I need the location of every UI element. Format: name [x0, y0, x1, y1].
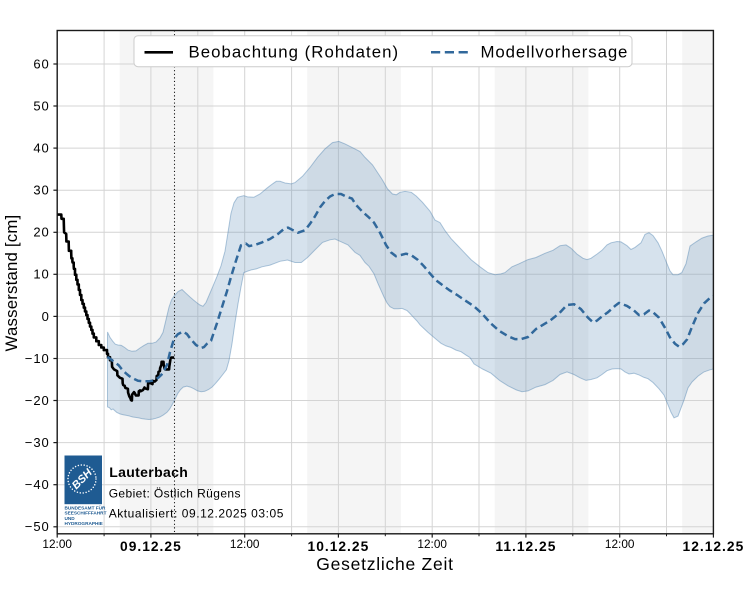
svg-text:12:00: 12:00 — [605, 537, 635, 551]
svg-text:12:00: 12:00 — [42, 537, 72, 551]
svg-text:30: 30 — [33, 183, 49, 198]
svg-text:BUNDESAMT FÜR: BUNDESAMT FÜR — [65, 504, 106, 510]
svg-text:Wasserstand [cm]: Wasserstand [cm] — [2, 215, 21, 352]
svg-text:Gesetzliche Zeit: Gesetzliche Zeit — [316, 554, 453, 574]
svg-text:20: 20 — [33, 225, 49, 240]
svg-text:−40: −40 — [25, 477, 50, 492]
svg-text:−20: −20 — [25, 393, 50, 408]
svg-text:Gebiet: Östlich Rügens: Gebiet: Östlich Rügens — [109, 486, 241, 500]
svg-text:11.12.25: 11.12.25 — [495, 539, 556, 554]
svg-text:10.12.25: 10.12.25 — [308, 539, 370, 554]
svg-text:Lauterbach: Lauterbach — [109, 464, 188, 480]
svg-text:0: 0 — [42, 309, 50, 324]
svg-text:SEESCHIFFFAHRT: SEESCHIFFFAHRT — [65, 511, 107, 516]
svg-text:UND: UND — [65, 516, 76, 521]
svg-text:−30: −30 — [25, 435, 50, 450]
svg-text:−10: −10 — [25, 351, 50, 366]
svg-text:HYDROGRAPHIE: HYDROGRAPHIE — [65, 521, 103, 526]
svg-text:09.12.25: 09.12.25 — [120, 539, 182, 554]
svg-text:12:00: 12:00 — [417, 537, 447, 551]
svg-text:−50: −50 — [25, 519, 50, 534]
svg-text:12.12.25: 12.12.25 — [683, 539, 745, 554]
svg-text:40: 40 — [33, 141, 49, 156]
svg-text:Modellvorhersage: Modellvorhersage — [481, 42, 629, 61]
svg-text:10: 10 — [33, 267, 49, 282]
svg-text:50: 50 — [33, 98, 49, 113]
svg-text:Aktualisiert: 09.12.2025 03:05: Aktualisiert: 09.12.2025 03:05 — [109, 507, 284, 521]
svg-text:Beobachtung (Rohdaten): Beobachtung (Rohdaten) — [189, 42, 400, 61]
svg-text:60: 60 — [33, 56, 49, 71]
svg-text:12:00: 12:00 — [230, 537, 260, 551]
